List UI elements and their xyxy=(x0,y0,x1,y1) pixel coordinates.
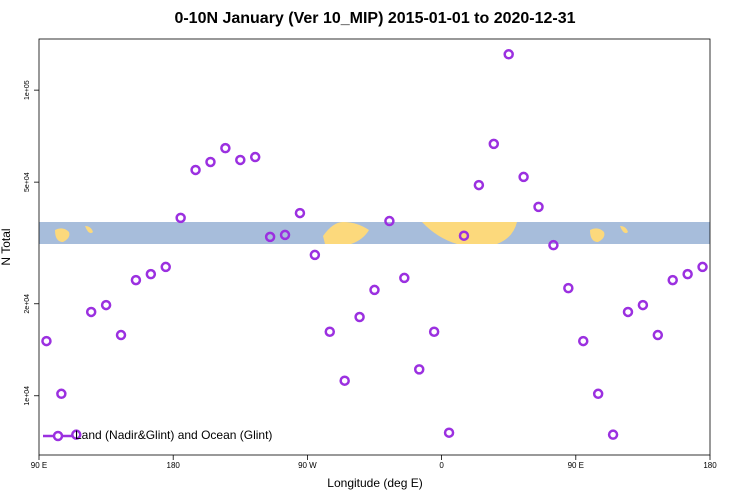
x-tick-label: 180 xyxy=(167,461,181,470)
chart-title: 0-10N January (Ver 10_MIP) 2015-01-01 to… xyxy=(174,10,575,27)
point xyxy=(249,151,261,163)
plot-frame xyxy=(38,38,711,456)
point xyxy=(399,272,410,284)
point xyxy=(458,230,470,241)
point xyxy=(309,249,321,261)
point xyxy=(56,388,67,400)
point xyxy=(339,375,350,386)
map-band xyxy=(39,222,710,244)
point xyxy=(100,299,112,311)
point xyxy=(548,239,559,251)
point xyxy=(279,229,291,241)
point xyxy=(622,306,634,318)
point xyxy=(369,284,380,296)
point xyxy=(413,364,425,375)
point xyxy=(637,299,649,311)
point xyxy=(443,427,455,438)
x-tick-label: 90 E xyxy=(568,461,584,470)
legend-label: Land (Nadir&Glint) and Ocean (Glint) xyxy=(75,428,272,442)
point xyxy=(160,261,171,273)
point xyxy=(115,329,127,341)
x-tick-label: 0 xyxy=(439,461,444,470)
y-tick-label: 1e+04 xyxy=(24,386,31,406)
point xyxy=(354,311,365,323)
y-tick-label: 1e+05 xyxy=(24,80,31,100)
point xyxy=(428,326,440,337)
point xyxy=(41,335,52,347)
point xyxy=(264,231,276,243)
point xyxy=(518,171,529,183)
point xyxy=(533,201,544,213)
point xyxy=(473,179,485,191)
point xyxy=(607,429,619,440)
point xyxy=(682,268,693,280)
point xyxy=(563,282,574,294)
x-tick-label: 180 xyxy=(703,461,717,470)
legend-marker xyxy=(52,430,64,442)
point xyxy=(220,142,231,154)
point xyxy=(578,335,589,347)
point xyxy=(294,207,306,219)
x-tick-label: 90 E xyxy=(31,461,47,470)
x-axis-label: Longitude (deg E) xyxy=(327,476,422,490)
point xyxy=(205,156,216,168)
point xyxy=(592,388,604,400)
y-tick-label: 2e+04 xyxy=(24,294,31,314)
point xyxy=(503,49,514,60)
point xyxy=(235,154,246,166)
point xyxy=(71,429,82,440)
point xyxy=(85,306,97,318)
point xyxy=(697,261,708,273)
point xyxy=(175,212,186,224)
y-tick-label: 5e+04 xyxy=(24,172,31,192)
x-tick-label: 90 W xyxy=(298,461,317,470)
point xyxy=(130,274,142,286)
point xyxy=(324,326,336,337)
point xyxy=(384,215,395,227)
point xyxy=(145,268,157,280)
point xyxy=(652,329,664,341)
point xyxy=(488,138,500,150)
y-axis-label: N Total xyxy=(0,228,13,265)
point xyxy=(190,164,201,176)
point xyxy=(667,274,678,286)
